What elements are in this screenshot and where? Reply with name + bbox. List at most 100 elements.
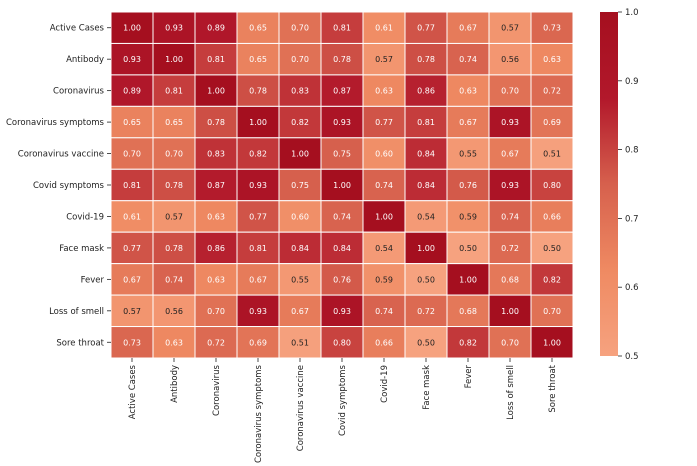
cell-value-label: 0.65: [249, 55, 267, 64]
cell-value-label: 1.00: [501, 307, 519, 316]
cell-value-label: 0.60: [375, 150, 393, 159]
heatmap-cell: [446, 326, 490, 359]
colorbar-ticks: 1.0 0.9 0.8 0.7 0.6 0.5: [618, 8, 639, 362]
heatmap-cell: [152, 231, 196, 265]
colorbar-tick-label: 0.6: [625, 283, 639, 293]
heatmap-cell: [488, 326, 532, 359]
heatmap-cell: [110, 263, 154, 296]
heatmap-cell: [530, 231, 574, 265]
cell-value-label: 0.63: [459, 87, 477, 96]
heatmap-cell: [362, 42, 406, 76]
cell-value-label: 0.78: [333, 55, 351, 64]
cell-value-label: 0.81: [333, 24, 351, 33]
heatmap-cell: [446, 74, 490, 107]
heatmap-cell: [152, 200, 196, 233]
heatmap-cell: [236, 105, 280, 139]
cell-value-label: 0.93: [249, 307, 267, 316]
cell-value-label: 0.65: [165, 118, 183, 127]
cell-value-label: 0.82: [543, 275, 561, 284]
heatmap-cell: [278, 42, 322, 76]
heatmap-cell: [236, 294, 280, 328]
cell-value-label: 0.80: [543, 181, 561, 190]
cell-value-label: 0.82: [291, 118, 309, 127]
heatmap-cell: [362, 74, 406, 107]
column-label: Covid-19: [380, 365, 390, 403]
heatmap-cell: [530, 42, 574, 76]
heatmap-cell: [530, 326, 574, 359]
heatmap-cell: [278, 326, 322, 359]
row-label: Antibody: [66, 55, 104, 65]
cell-value-label: 0.74: [501, 212, 519, 221]
heatmap-cell: [152, 326, 196, 359]
column-label: Fever: [464, 365, 474, 389]
cell-value-label: 0.74: [165, 275, 183, 284]
row-labels: Active Cases Antibody Coronavirus Coronavir…: [6, 24, 111, 348]
cell-value-label: 0.63: [543, 55, 561, 64]
heatmap-cell: [404, 294, 448, 328]
heatmap-cell: [320, 200, 364, 233]
column-label: Covid symptoms: [338, 364, 348, 436]
cell-value-label: 0.56: [501, 55, 519, 64]
colorbar-gradient: [600, 12, 618, 356]
cell-value-label: 0.93: [165, 24, 183, 33]
cell-value-label: 0.70: [123, 150, 141, 159]
heatmap-cell: [278, 137, 322, 170]
column-label: Antibody: [170, 365, 180, 403]
cell-value-label: 0.74: [333, 212, 351, 221]
heatmap-cell: [362, 263, 406, 296]
heatmap-cell: [488, 263, 532, 296]
heatmap-cell: [530, 294, 574, 328]
heatmap-cell: [194, 105, 238, 139]
heatmap-cell: [320, 326, 364, 359]
column-label: Active Cases: [128, 364, 138, 419]
column-label: Loss of smell: [506, 365, 516, 420]
cell-value-label: 0.67: [291, 307, 309, 316]
heatmap-cell: [152, 137, 196, 170]
cell-value-label: 0.78: [417, 55, 435, 64]
heatmap-cell: [404, 42, 448, 76]
cell-value-label: 0.77: [375, 118, 393, 127]
heatmap-cell: [110, 168, 154, 202]
row-label: Fever: [81, 275, 105, 285]
cell-value-label: 0.57: [123, 307, 141, 316]
heatmap-cell: [236, 137, 280, 170]
heatmap-cell: [320, 74, 364, 107]
cell-value-label: 0.67: [459, 118, 477, 127]
heatmap-cell: [446, 137, 490, 170]
column-label: Coronavirus symptoms: [254, 364, 264, 463]
cell-value-label: 0.93: [333, 307, 351, 316]
cell-value-label: 0.72: [543, 87, 561, 96]
cell-value-label: 0.93: [501, 118, 519, 127]
cell-value-label: 0.87: [333, 87, 351, 96]
colorbar-tick-label: 0.5: [625, 352, 639, 362]
cell-value-label: 0.54: [417, 212, 435, 221]
heatmap-cell: [362, 231, 406, 265]
cell-value-label: 0.77: [123, 244, 141, 253]
cell-value-label: 0.81: [417, 118, 435, 127]
cell-value-label: 0.68: [459, 307, 477, 316]
row-label: Covid symptoms: [33, 181, 105, 191]
cell-value-label: 0.83: [207, 150, 225, 159]
cell-value-label: 0.78: [207, 118, 225, 127]
cell-value-label: 0.82: [249, 150, 267, 159]
cell-value-label: 1.00: [543, 338, 561, 347]
cell-value-label: 0.70: [165, 150, 183, 159]
heatmap-cell: [530, 11, 574, 44]
cell-value-label: 1.00: [291, 150, 309, 159]
cell-value-label: 0.66: [375, 338, 393, 347]
cell-value-label: 0.55: [291, 275, 309, 284]
cell-value-label: 0.69: [543, 118, 561, 127]
cell-value-label: 0.69: [249, 338, 267, 347]
cell-value-label: 0.74: [375, 307, 393, 316]
cell-value-label: 0.73: [123, 338, 141, 347]
heatmap-cell: [236, 200, 280, 233]
cell-value-label: 0.70: [501, 87, 519, 96]
cell-value-label: 0.70: [543, 307, 561, 316]
cell-value-label: 0.83: [291, 87, 309, 96]
cell-value-label: 0.61: [375, 24, 393, 33]
cell-value-label: 0.67: [501, 150, 519, 159]
cell-value-label: 0.74: [375, 181, 393, 190]
cell-value-label: 0.86: [417, 87, 435, 96]
cell-value-label: 0.75: [333, 150, 351, 159]
column-label: Face mask: [422, 365, 432, 410]
